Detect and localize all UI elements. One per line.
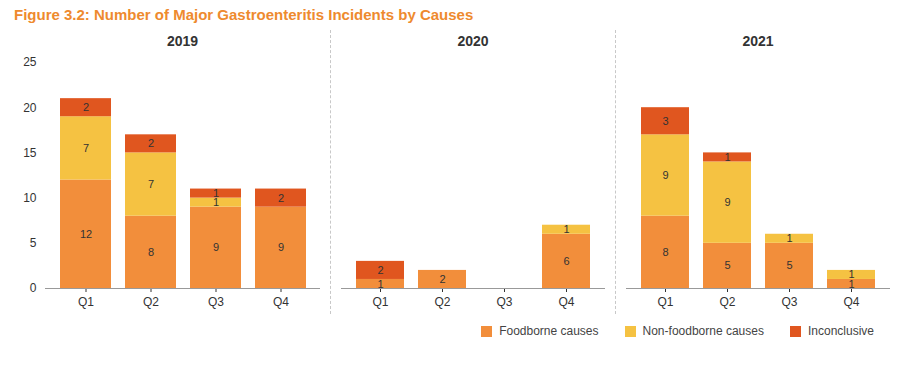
- svg-text:1: 1: [848, 268, 854, 280]
- html-text:2019: 2019: [166, 33, 199, 49]
- svg-text:Q2: Q2: [719, 295, 735, 309]
- svg-text:2: 2: [83, 101, 89, 113]
- svg-text:Q3: Q3: [781, 295, 797, 309]
- svg-text:6: 6: [563, 255, 569, 267]
- svg-text:12: 12: [80, 228, 92, 240]
- svg-text:Q1: Q1: [78, 295, 94, 309]
- svg-text:2: 2: [377, 264, 383, 276]
- html-text:2021: 2021: [742, 33, 774, 49]
- svg-text:5: 5: [30, 236, 37, 250]
- svg-text:5: 5: [786, 259, 792, 271]
- svg-text:Q3: Q3: [496, 295, 512, 309]
- svg-text:1: 1: [724, 151, 730, 163]
- html-text:Non-foodborne causes: Non-foodborne causes: [642, 324, 764, 338]
- svg-text:7: 7: [83, 142, 89, 154]
- html-text:Figure 3.2: Number of Major Ga: Figure 3.2: Number of Major Gastroenteri…: [14, 6, 474, 23]
- svg-text:9: 9: [662, 169, 668, 181]
- svg-text:9: 9: [724, 196, 730, 208]
- html-text:Inconclusive: Inconclusive: [808, 324, 874, 338]
- svg-text:20: 20: [23, 101, 37, 115]
- svg-text:7: 7: [148, 178, 154, 190]
- svg-text:8: 8: [148, 246, 154, 258]
- svg-text:1: 1: [848, 277, 855, 290]
- svg-text:1: 1: [377, 278, 383, 290]
- svg-text:Q1: Q1: [657, 295, 673, 309]
- svg-text:Q4: Q4: [558, 295, 574, 309]
- svg-text:10: 10: [23, 191, 37, 205]
- svg-text:Q1: Q1: [372, 295, 388, 309]
- svg-text:1: 1: [563, 223, 569, 235]
- svg-text:25: 25: [23, 55, 37, 69]
- html-text:Foodborne causes: Foodborne causes: [499, 324, 599, 338]
- svg-text:1: 1: [786, 232, 792, 244]
- svg-text:9: 9: [213, 241, 219, 253]
- svg-text:1: 1: [212, 196, 220, 209]
- svg-text:Q2: Q2: [143, 295, 159, 309]
- svg-text:0: 0: [30, 281, 37, 295]
- svg-text:9: 9: [278, 241, 284, 253]
- svg-text:1: 1: [213, 187, 219, 199]
- svg-text:5: 5: [724, 259, 730, 271]
- svg-text:2: 2: [278, 192, 284, 204]
- svg-text:Q2: Q2: [434, 295, 450, 309]
- svg-text:2: 2: [439, 273, 445, 285]
- svg-text:8: 8: [662, 246, 668, 258]
- svg-text:15: 15: [23, 146, 37, 160]
- html-text:2020: 2020: [457, 33, 489, 49]
- svg-text:2: 2: [148, 137, 154, 149]
- svg-text:Q4: Q4: [273, 295, 289, 309]
- svg-text:Q3: Q3: [208, 295, 224, 309]
- svg-text:Q4: Q4: [843, 295, 859, 309]
- svg-text:3: 3: [662, 115, 668, 127]
